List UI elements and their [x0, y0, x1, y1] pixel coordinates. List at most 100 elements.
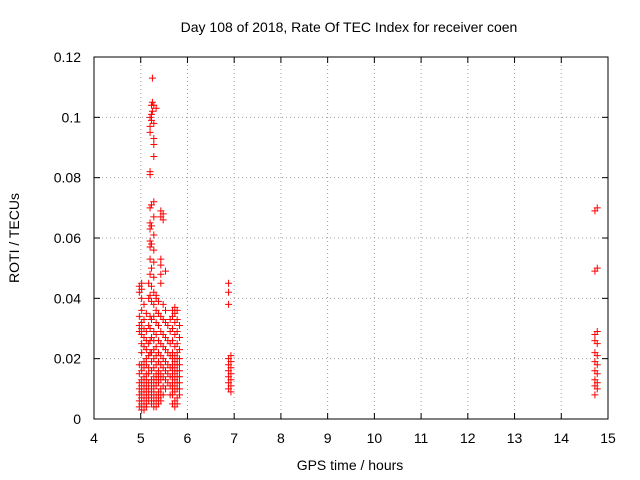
- data-point: [176, 391, 184, 399]
- data-point: [138, 349, 146, 357]
- data-point: [150, 246, 158, 254]
- y-tick-label: 0.08: [54, 170, 81, 186]
- data-point: [148, 74, 156, 82]
- data-point: [176, 334, 184, 342]
- data-point: [225, 288, 233, 296]
- chart-title: Day 108 of 2018, Rate Of TEC Index for r…: [181, 19, 518, 35]
- data-point: [161, 306, 169, 314]
- data-point: [146, 325, 154, 332]
- data-point: [225, 279, 233, 287]
- data-point: [138, 306, 146, 314]
- data-point: [142, 328, 150, 336]
- data-point: [138, 285, 146, 293]
- data-point: [227, 382, 235, 390]
- data-point: [176, 373, 184, 381]
- data-point: [150, 153, 158, 161]
- data-point: [593, 328, 601, 336]
- x-tick-label: 14: [553, 430, 569, 446]
- data-point: [173, 306, 181, 314]
- data-point: [147, 110, 155, 118]
- data-point: [154, 321, 162, 329]
- data-point: [146, 291, 154, 299]
- data-point: [150, 140, 158, 148]
- data-point: [593, 361, 601, 369]
- data-point: [146, 243, 154, 251]
- data-point: [147, 240, 155, 248]
- data-point: [146, 168, 154, 176]
- data-point: [593, 204, 601, 212]
- data-point: [150, 231, 158, 239]
- data-point: [138, 294, 146, 302]
- data-point: [157, 261, 165, 269]
- data-point: [176, 355, 184, 363]
- data-point: [148, 107, 156, 115]
- data-point: [150, 119, 158, 127]
- x-tick-label: 6: [184, 430, 192, 446]
- data-point: [173, 340, 181, 348]
- x-tick-label: 10: [367, 430, 383, 446]
- data-point: [145, 321, 153, 329]
- data-point: [227, 376, 235, 384]
- data-point: [148, 98, 156, 106]
- data-point: [154, 297, 162, 305]
- data-points: [135, 74, 601, 414]
- data-point: [227, 388, 235, 396]
- data-point: [157, 397, 165, 405]
- data-point: [173, 315, 181, 323]
- data-point: [176, 361, 184, 369]
- y-tick-label: 0.06: [54, 230, 81, 246]
- data-point: [135, 312, 143, 320]
- y-tick-label: 0.1: [62, 109, 82, 125]
- x-tick-label: 5: [137, 430, 145, 446]
- data-point: [142, 309, 150, 317]
- data-point: [146, 204, 154, 212]
- x-tick-label: 11: [414, 430, 429, 446]
- y-tick-label: 0.02: [54, 351, 81, 367]
- data-point: [146, 237, 154, 245]
- x-tick-label: 13: [507, 430, 523, 446]
- data-point: [140, 315, 148, 323]
- data-point: [159, 216, 167, 224]
- data-point: [146, 219, 154, 227]
- data-point: [152, 104, 160, 112]
- data-point: [176, 346, 184, 354]
- x-tick-label: 9: [324, 430, 332, 446]
- data-point: [147, 264, 155, 272]
- data-point: [593, 370, 601, 378]
- data-point: [157, 270, 165, 278]
- y-tick-label: 0.04: [54, 290, 81, 306]
- data-point: [150, 198, 158, 206]
- data-point: [152, 291, 160, 299]
- data-point: [145, 340, 153, 348]
- data-point: [146, 225, 154, 233]
- y-tick-label: 0.12: [54, 49, 81, 65]
- data-point: [164, 321, 172, 329]
- data-point: [173, 400, 181, 408]
- data-point: [176, 367, 184, 375]
- data-point: [176, 385, 184, 393]
- data-point: [227, 358, 235, 366]
- data-point: [161, 267, 169, 275]
- data-point: [161, 385, 169, 393]
- y-tick-label: 0: [73, 411, 81, 427]
- data-point: [176, 379, 184, 387]
- x-tick-label: 7: [230, 430, 238, 446]
- data-point: [146, 122, 154, 130]
- axis-ticks: [93, 56, 609, 420]
- data-point: [146, 113, 154, 121]
- data-point: [157, 279, 165, 287]
- data-point: [227, 370, 235, 378]
- x-axis-label: GPS time / hours: [297, 457, 404, 473]
- data-point: [159, 210, 167, 218]
- data-point: [227, 364, 235, 372]
- data-point: [150, 312, 158, 320]
- data-point: [169, 337, 177, 345]
- data-point: [142, 346, 150, 354]
- y-tick-labels: 0 0.02 0.04 0.06 0.08 0.1 0.12: [54, 49, 81, 427]
- data-point: [593, 385, 601, 393]
- data-point: [169, 325, 177, 332]
- data-point: [159, 391, 167, 399]
- data-point: [140, 300, 148, 308]
- data-point: [593, 379, 601, 387]
